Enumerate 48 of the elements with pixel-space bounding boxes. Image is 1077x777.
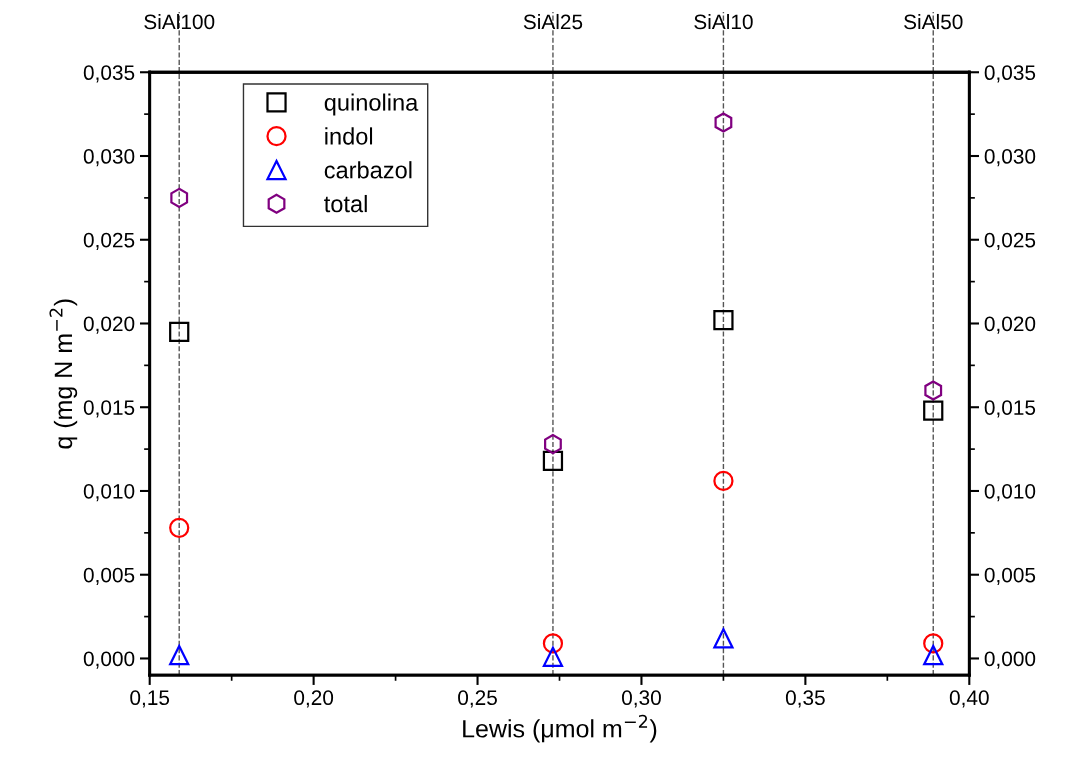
point	[169, 517, 190, 538]
point	[923, 644, 944, 666]
point	[713, 310, 734, 331]
y-tick-label: 0,020	[83, 316, 135, 334]
point	[169, 644, 190, 666]
y2-tick-label: 0,005	[984, 567, 1036, 585]
ref-line-label: SiAl50	[904, 13, 963, 30]
y2-tick-label: 0,015	[984, 400, 1036, 418]
y-axis-title: q (mg N m$^{−2}$)	[49, 299, 78, 449]
legend-label: indol	[325, 127, 373, 145]
y-tick-label: 0,000	[83, 651, 135, 669]
y-tick-label: 0,030	[83, 149, 135, 167]
y2-tick-label: 0,025	[984, 232, 1036, 250]
point	[713, 470, 734, 492]
point	[713, 628, 734, 649]
point	[169, 321, 190, 342]
y2-tick-label: 0,000	[984, 651, 1036, 669]
ref-line-label: SiAl10	[694, 13, 753, 30]
x-tick-label: 0,40	[949, 690, 989, 708]
x-tick-label: 0,15	[130, 690, 170, 708]
y2-tick-label: 0,035	[984, 65, 1036, 83]
x-tick-label: 0,35	[785, 690, 825, 708]
point	[542, 646, 564, 667]
x-axis-title: Lewis (μmol m$^{−2}$)	[463, 714, 657, 743]
point	[923, 400, 944, 421]
y2-tick-label: 0,010	[984, 483, 1036, 502]
x-tick-label: 0,30	[622, 690, 661, 708]
y-tick-label: 0,015	[83, 400, 135, 418]
point	[542, 450, 564, 471]
legend-label: total	[324, 194, 367, 213]
y2-tick-label: 0,020	[984, 316, 1036, 334]
ref-line-label: SiAl100	[144, 13, 215, 30]
legend-label: carbazol	[324, 161, 412, 179]
point	[542, 633, 564, 654]
y-tick-label: 0,005	[83, 567, 135, 585]
point	[923, 633, 944, 654]
ref-line-label: SiAl25	[523, 13, 583, 30]
y-tick-label: 0,025	[83, 232, 135, 250]
y-tick-label: 0,010	[83, 483, 135, 502]
y2-tick-label: 0,030	[984, 149, 1036, 167]
point	[170, 187, 189, 209]
x-tick-label: 0,25	[458, 690, 497, 708]
y-tick-label: 0,035	[83, 65, 135, 83]
point	[544, 433, 562, 455]
point	[924, 380, 943, 401]
point	[714, 112, 733, 133]
x-tick-label: 0,20	[294, 690, 334, 708]
legend-label: quinolina	[324, 93, 419, 116]
